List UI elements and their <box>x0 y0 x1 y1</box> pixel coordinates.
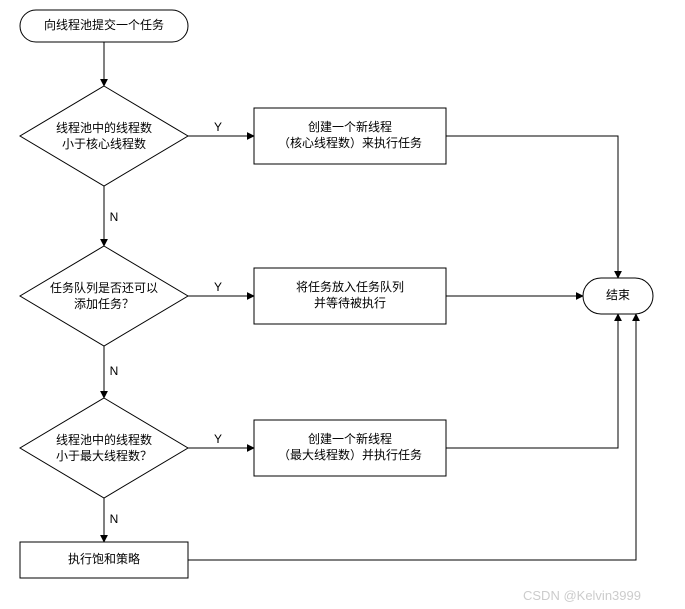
edge-label-e_d3_p4: N <box>110 512 119 526</box>
p2-line2: 并等待被执行 <box>314 296 386 310</box>
d1-line2: 小于核心线程数 <box>62 136 146 151</box>
node-process-4: 执行饱和策略 <box>20 542 188 578</box>
edge-label-e_d2_d3: N <box>110 364 119 378</box>
edge-label-e_d3_p3: Y <box>214 432 222 446</box>
p1-line2: （核心线程数）来执行任务 <box>278 135 422 150</box>
p2-line1: 将任务放入任务队列 <box>296 279 404 294</box>
p3-line1: 创建一个新线程 <box>308 431 392 446</box>
end-label: 结束 <box>606 288 630 302</box>
start-label: 向线程池提交一个任务 <box>44 17 164 32</box>
edge-label-e_d1_p1: Y <box>214 120 222 134</box>
node-decision-2: 任务队列是否还可以 添加任务？ <box>20 246 188 346</box>
node-process-3: 创建一个新线程 （最大线程数）并执行任务 <box>254 420 446 476</box>
node-start: 向线程池提交一个任务 <box>20 10 188 42</box>
node-decision-3: 线程池中的线程数 小于最大线程数？ <box>20 398 188 498</box>
d2-line2: 添加任务？ <box>74 296 134 311</box>
watermark: CSDN @Kelvin3999 <box>523 588 641 603</box>
d3-line2: 小于最大线程数？ <box>56 448 152 463</box>
p3-line2: （最大线程数）并执行任务 <box>278 447 422 462</box>
edge-label-e_d1_d2: N <box>110 210 119 224</box>
d1-line1: 线程池中的线程数 <box>56 120 152 135</box>
d3-line1: 线程池中的线程数 <box>56 432 152 447</box>
node-process-1: 创建一个新线程 （核心线程数）来执行任务 <box>254 108 446 164</box>
edge-e_p1_end <box>446 136 618 278</box>
node-decision-1: 线程池中的线程数 小于核心线程数 <box>20 86 188 186</box>
d2-line1: 任务队列是否还可以 <box>50 280 158 295</box>
p4-label: 执行饱和策略 <box>68 551 140 566</box>
edge-e_p3_end <box>446 314 618 448</box>
node-process-2: 将任务放入任务队列 并等待被执行 <box>254 268 446 324</box>
p1-line1: 创建一个新线程 <box>308 119 392 134</box>
node-end: 结束 <box>583 278 653 314</box>
edge-label-e_d2_p2: Y <box>214 280 222 294</box>
